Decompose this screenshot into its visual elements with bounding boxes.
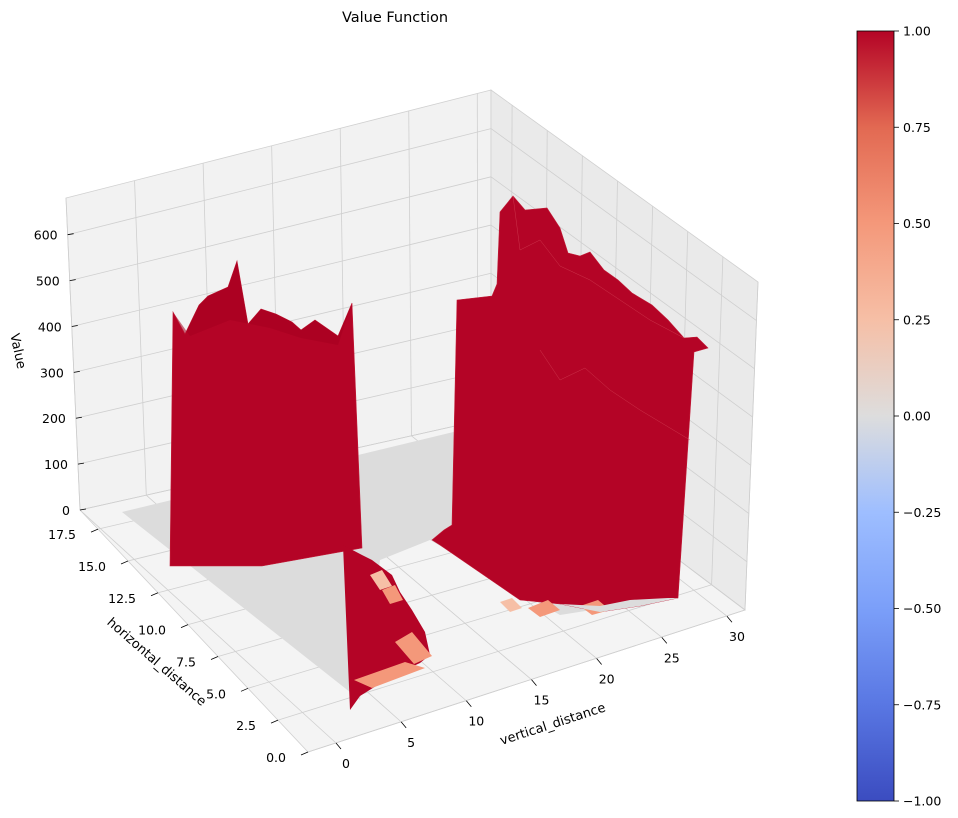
- colorbar-tick-label: 0.25: [903, 312, 931, 327]
- right-base-strip: [560, 598, 678, 612]
- pit-highlight-1: [354, 662, 425, 688]
- z-tick-mark: [69, 279, 76, 281]
- z-axis-label: Value: [6, 332, 28, 370]
- surface: [122, 195, 709, 710]
- pit-step-a: [343, 545, 430, 710]
- z-tick-mark: [73, 370, 80, 373]
- x-tick-mark: [596, 658, 602, 665]
- y-tick-label: 15.0: [78, 559, 106, 574]
- z-tick-mark: [75, 416, 82, 419]
- z-tick-label: 200: [42, 411, 66, 426]
- x-tick-mark: [661, 637, 668, 644]
- right-base-highlight-2: [528, 600, 560, 617]
- z-tick-label: 100: [44, 457, 68, 472]
- z-gridline: [67, 128, 492, 236]
- x-axis-ticks: 0 5 10 15 20 25 30: [335, 615, 745, 771]
- colorbar-tick-label: −0.25: [903, 505, 941, 520]
- x-tick-label: 10: [468, 714, 484, 729]
- colorbar-tick-label: −1.00: [903, 794, 941, 809]
- z-tick-label: 500: [36, 274, 60, 289]
- y-tick-label: 2.5: [236, 718, 256, 733]
- colorbar-tick-label: 0.75: [903, 120, 931, 135]
- z-tick-mark: [77, 462, 85, 465]
- z-tick-mark: [71, 325, 78, 327]
- x-tick-mark: [531, 679, 537, 686]
- z-tick-label: 400: [38, 319, 62, 334]
- y-tick-mark: [90, 528, 99, 533]
- z-tick-mark: [67, 233, 74, 236]
- x-wall-gridline: [134, 180, 147, 496]
- x-tick-label: 25: [664, 650, 680, 665]
- y-wall-gridline: [711, 256, 724, 585]
- y-tick-label: 7.5: [176, 654, 196, 669]
- x-tick-mark: [335, 742, 342, 750]
- z-tick-mark: [79, 508, 87, 511]
- y-tick-mark: [300, 751, 309, 756]
- x-tick-mark: [466, 700, 472, 707]
- x-tick-label: 0: [342, 756, 350, 771]
- colorbar-tick-label: 0.50: [903, 216, 931, 231]
- colorbar-gradient: [856, 30, 895, 802]
- y-tick-mark: [270, 719, 279, 724]
- x-gridline: [79, 509, 337, 744]
- pit-highlight-2: [395, 632, 432, 664]
- y-tick-mark: [210, 656, 219, 660]
- y-axis-ticks: 0.0 2.5 5.0 7.5 10.0 12.5 15.0 17.5: [48, 527, 309, 765]
- x-wall-gridline: [408, 110, 412, 436]
- z-tick-label: 600: [34, 228, 58, 243]
- colorbar-tick-label: −0.75: [903, 697, 941, 712]
- pit-highlight-3: [370, 570, 392, 590]
- y-gridline: [307, 609, 746, 753]
- y-tick-mark: [150, 592, 159, 597]
- y-tick-label: 0.0: [266, 750, 286, 765]
- colorbar-tick-label: 1.00: [903, 24, 931, 39]
- z-axis-ticks: 0 100 200 300 400 500 600: [34, 228, 87, 518]
- right-plateau-mesh: [512, 195, 685, 339]
- y-tick-label: 5.0: [206, 686, 226, 701]
- z-tick-label: 0: [62, 503, 70, 518]
- pit-highlight-4: [382, 585, 403, 604]
- z-gridline: [69, 176, 492, 281]
- colorbar-ticks: 1.00 0.75 0.50 0.25 0.00 −0.25 −0.50 −0.75 −1.00: [894, 24, 941, 809]
- y-tick-mark: [180, 624, 189, 628]
- x-axis-label: vertical_distance: [498, 701, 607, 749]
- right-base-highlight-1: [500, 598, 522, 612]
- z-gridline: [71, 224, 492, 327]
- colorbar-tick-label: −0.50: [903, 601, 941, 616]
- x-tick-mark: [726, 615, 733, 623]
- y-tick-mark: [240, 687, 249, 692]
- y-tick-label: 17.5: [48, 527, 76, 542]
- left-wall-top: [173, 261, 352, 345]
- x-tick-mark: [400, 721, 407, 729]
- colorbar-tick-label: 0.00: [903, 409, 931, 424]
- y-tick-label: 10.0: [138, 623, 166, 638]
- x-tick-label: 15: [534, 693, 550, 708]
- z-tick-label: 300: [40, 365, 64, 380]
- y-tick-mark: [120, 560, 129, 565]
- x-tick-label: 5: [407, 735, 415, 750]
- y-tick-label: 12.5: [108, 591, 136, 606]
- x-tick-label: 30: [729, 629, 745, 644]
- chart-title: Value Function: [342, 10, 448, 26]
- right-plateau-mesh-2: [539, 349, 691, 441]
- right-plateau-front: [431, 195, 709, 613]
- x-wall-gridline: [65, 197, 81, 511]
- colorbar: 1.00 0.75 0.50 0.25 0.00 −0.25 −0.50 −0.75 −1.00: [856, 24, 941, 809]
- z-gridline-right: [490, 128, 757, 321]
- x-tick-label: 20: [599, 671, 615, 686]
- y-wall-gridline: [744, 281, 759, 611]
